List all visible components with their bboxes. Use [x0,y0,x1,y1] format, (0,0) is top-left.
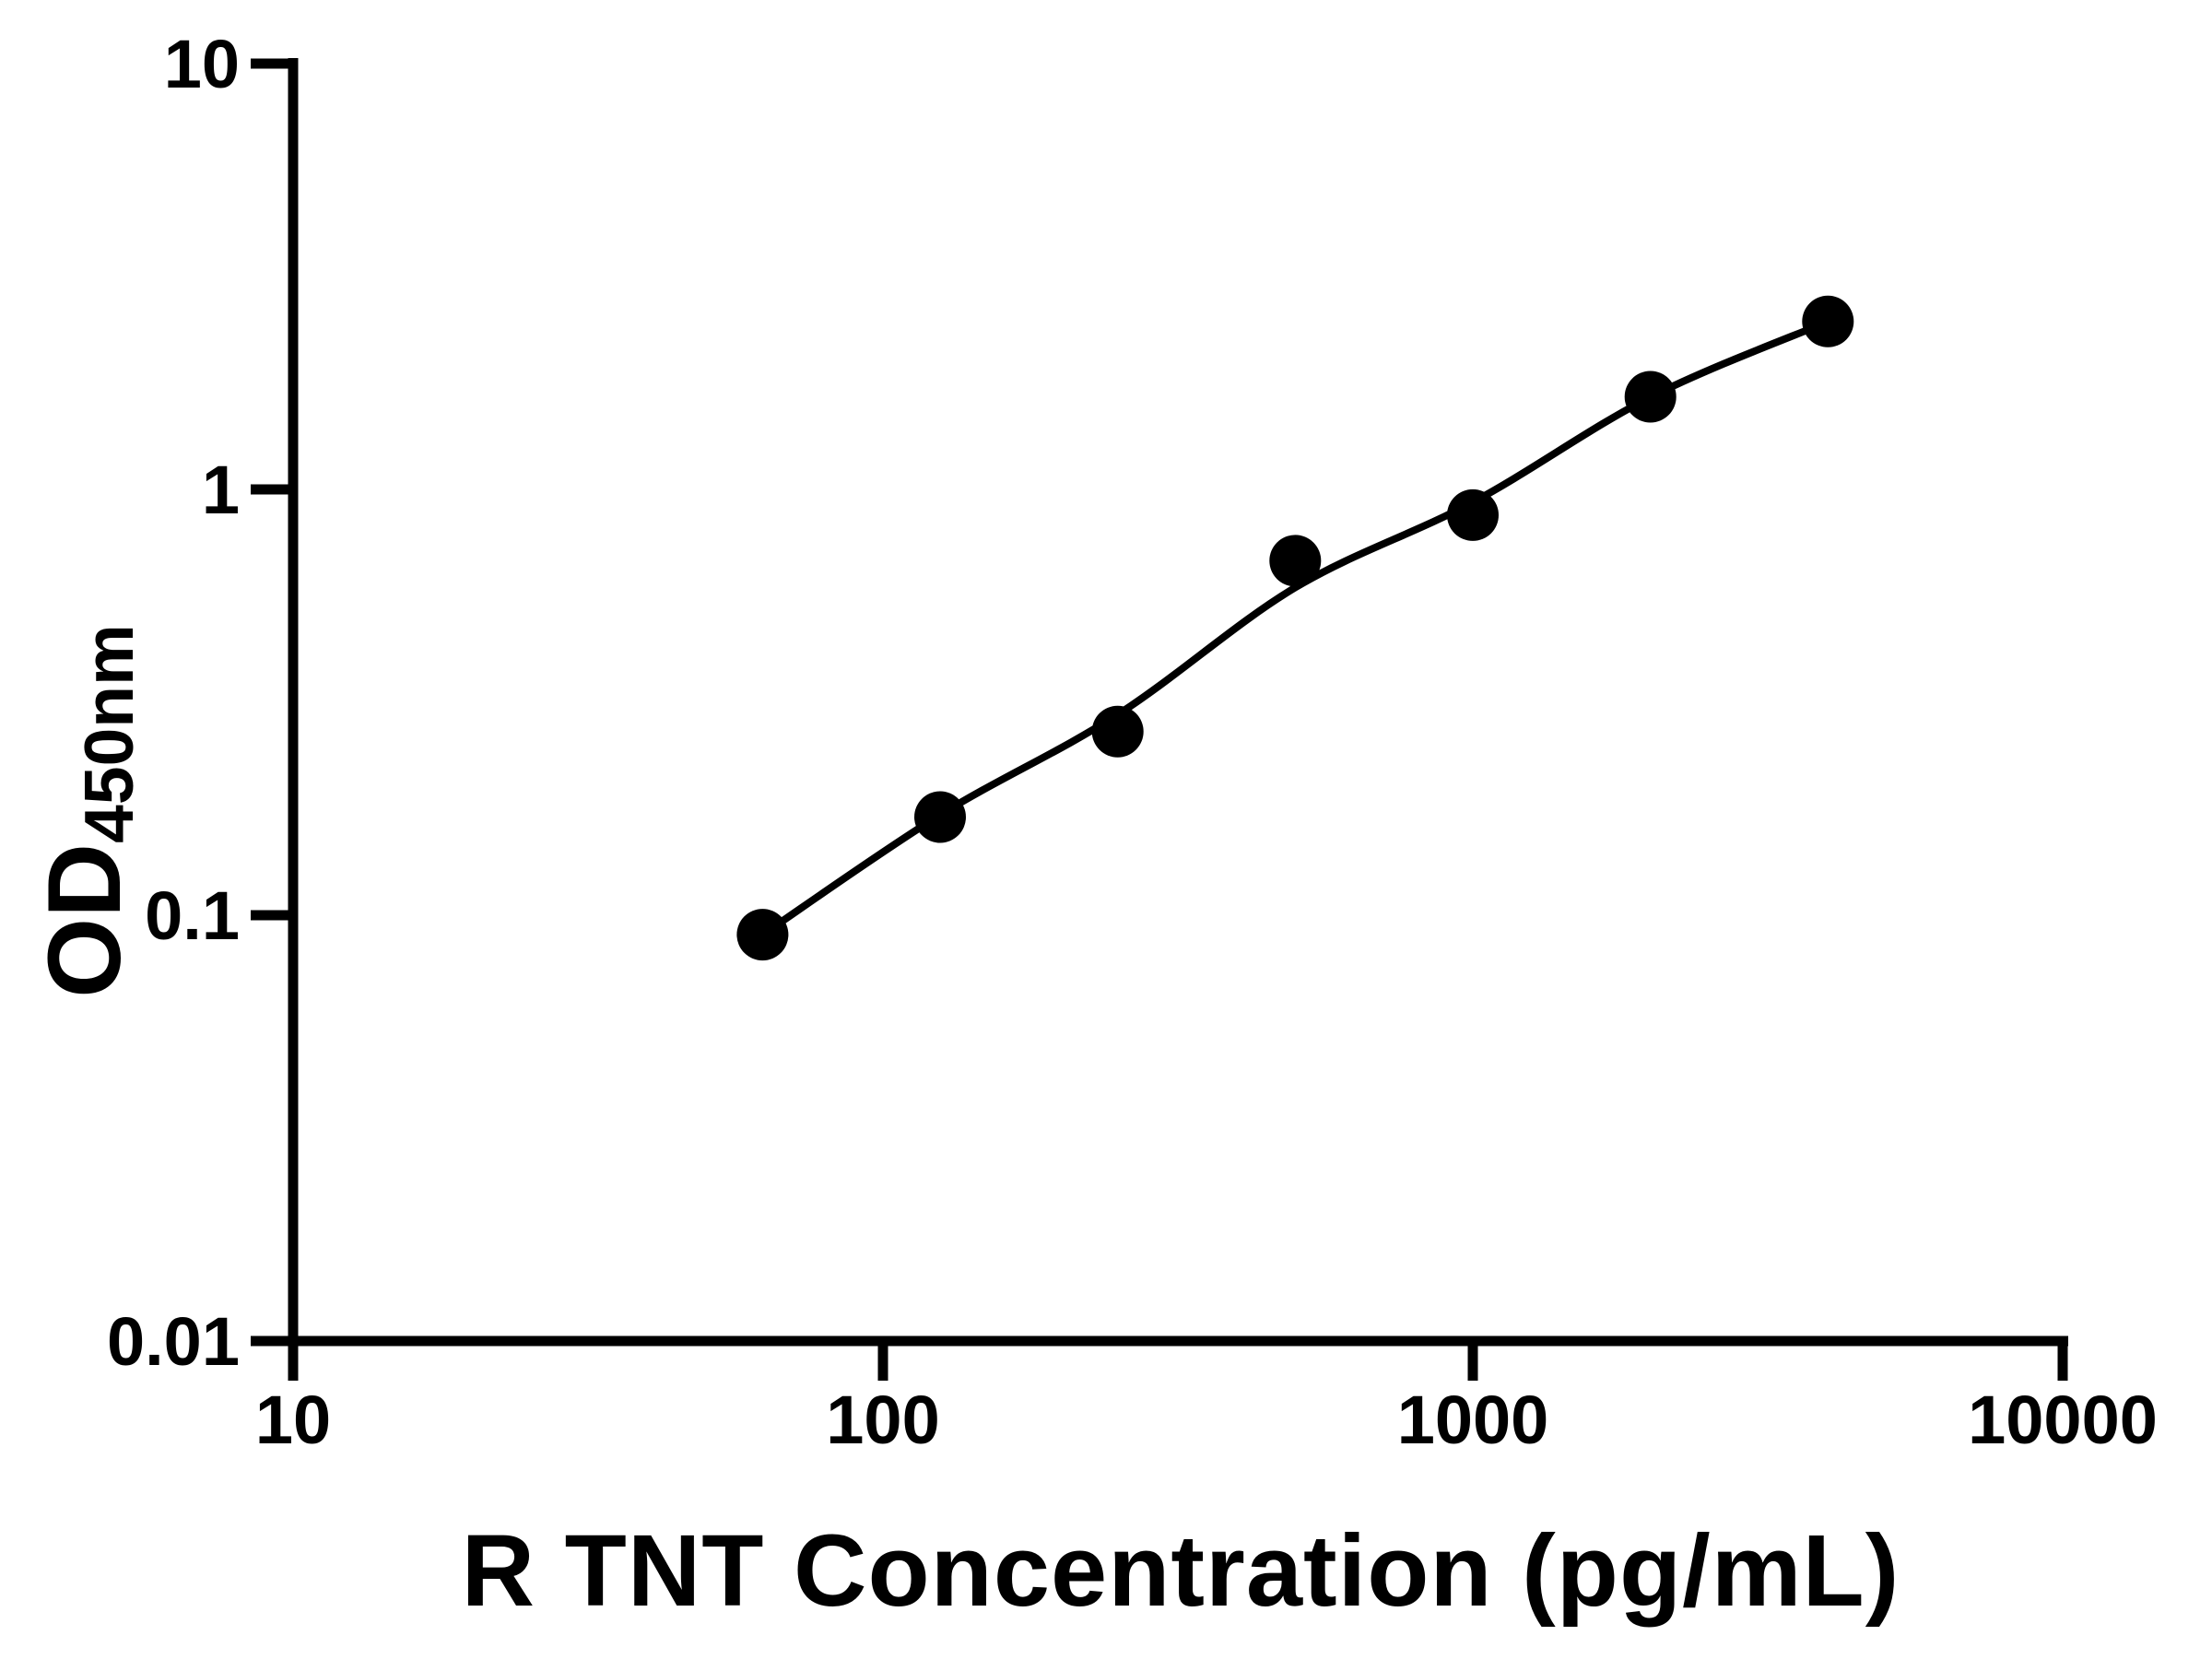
x-axis-title: R TNT Concentration (pg/mL) [462,1514,1900,1628]
data-point [1269,535,1322,587]
y-tick-label: 1 [202,452,240,528]
data-point [736,909,789,961]
data-point [1091,705,1144,758]
x-tick-label: 100 [826,1382,939,1458]
data-point [1802,295,1854,347]
axes-layer [251,58,2068,1381]
data-point [914,791,966,843]
y-tick-label: 0.1 [145,877,240,954]
y-axis-title-subscript: 450nm [70,624,147,843]
y-tick-label: 0.01 [107,1303,240,1380]
x-tick-label: 1000 [1397,1382,1549,1458]
x-tick-label: 10000 [1968,1382,2158,1458]
data-point [1447,488,1499,541]
y-axis-title: OD450nm [27,624,147,998]
y-axis-title-main: OD [27,843,142,998]
data-point [1624,371,1677,423]
y-tick-label: 10 [164,26,240,102]
data-points-layer [736,295,1854,961]
x-tick-label: 10 [255,1382,331,1458]
